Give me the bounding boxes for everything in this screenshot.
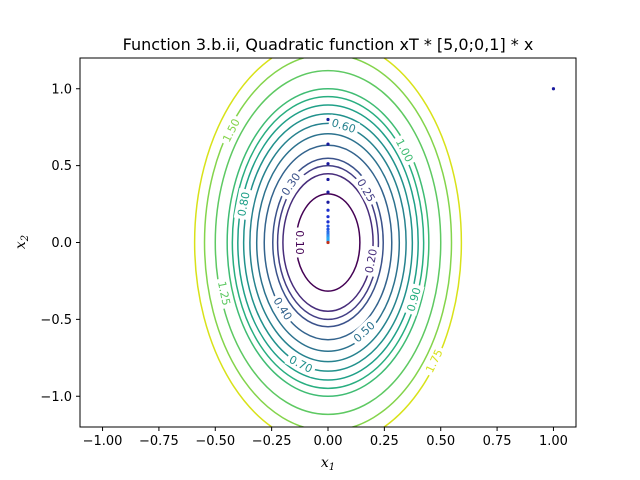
contour-label-group: 0.30 <box>276 167 305 201</box>
contour-level-1-25 <box>214 69 442 416</box>
contour-label: 0.90 <box>405 286 424 313</box>
contour-level-1 <box>226 88 430 397</box>
path-point <box>326 200 330 204</box>
descent-path <box>326 87 556 245</box>
contour-label-group: 0.10 <box>292 227 307 258</box>
path-point <box>326 220 330 224</box>
contour-label: 1.25 <box>215 280 233 307</box>
y-axis-label-main: x <box>13 241 29 249</box>
contour-level-0-6 <box>249 122 407 363</box>
path-point <box>326 177 330 182</box>
path-point <box>326 240 330 245</box>
contour-label-background <box>214 277 235 310</box>
contour-label: 0.20 <box>363 248 380 274</box>
contour-level-0-2 <box>282 172 374 313</box>
contour-level-0-9 <box>231 95 425 390</box>
x-tick-label: 0.00 <box>314 434 343 449</box>
contour-label-background <box>352 173 380 207</box>
contour-label: 0.80 <box>235 191 252 218</box>
x-axis-ticks: −1.00 −0.75 −0.50 −0.25 0.00 0.25 0.50 0.75 1.00 <box>83 427 568 449</box>
x-tick-label: −1.00 <box>83 434 123 449</box>
y-tick-label: −1.0 <box>40 390 72 405</box>
path-point <box>326 215 330 219</box>
contour-label-group: 0.90 <box>402 283 425 316</box>
contour-label-background <box>292 227 307 258</box>
contour-label-background <box>276 167 305 201</box>
x-axis-label-sub: 1 <box>329 462 335 473</box>
chart-title: Function 3.b.ii, Quadratic function xT *… <box>123 35 534 54</box>
path-point <box>326 142 330 146</box>
x-axis-label-main: x <box>321 455 329 471</box>
x-tick-label: 1.00 <box>539 434 568 449</box>
contour-label-background <box>402 283 425 316</box>
path-point <box>326 224 330 228</box>
contour-label-group: 0.20 <box>361 244 381 277</box>
contour-label-background <box>421 344 447 378</box>
contour-label-background <box>327 114 361 137</box>
path-point <box>326 208 330 212</box>
path-point <box>326 227 330 231</box>
y-tick-label: 1.0 <box>51 82 72 97</box>
contour-label-group: 0.50 <box>348 316 380 348</box>
contour-level-0-5 <box>255 133 401 352</box>
x-tick-label: 0.75 <box>483 434 512 449</box>
contour-label-background <box>233 187 254 221</box>
contour-level-0-25 <box>276 164 380 321</box>
path-point <box>551 87 556 91</box>
y-tick-label: 0.5 <box>51 159 72 174</box>
path-point <box>326 190 330 194</box>
svg-text:x2: x2 <box>13 235 31 249</box>
y-axis-ticks: −1.0 −0.5 0.0 0.5 1.0 <box>40 82 80 405</box>
contour-label-background <box>348 316 380 348</box>
contour-label-background <box>361 244 381 277</box>
contour-level-0-3 <box>272 157 384 328</box>
x-tick-label: 0.25 <box>370 434 399 449</box>
contour-label-background <box>218 113 245 147</box>
x-tick-label: −0.25 <box>252 434 292 449</box>
path-point <box>326 162 330 166</box>
contour-label: 0.10 <box>293 230 306 255</box>
contour-lines <box>193 58 463 427</box>
contour-level-1-75 <box>193 58 463 427</box>
contour-label-group: 1.75 <box>421 344 447 378</box>
contour-label: 1.50 <box>220 117 243 145</box>
contour-level-0-7 <box>242 113 414 372</box>
contour-level-1-5 <box>203 58 453 427</box>
x-tick-label: 0.50 <box>426 434 455 449</box>
x-axis-label: x1 <box>321 455 335 473</box>
contour-label-group: 0.80 <box>233 187 254 221</box>
path-point <box>326 117 330 122</box>
contour-label: 1.75 <box>423 347 445 375</box>
y-axis-label: x2 <box>13 235 31 249</box>
x-tick-label: −0.75 <box>139 434 179 449</box>
contour-label-background <box>391 133 418 167</box>
y-tick-label: 0.0 <box>51 236 72 251</box>
contour-label-background <box>268 292 297 326</box>
x-tick-label: −0.50 <box>195 434 235 449</box>
y-axis-label-sub: 2 <box>20 235 31 242</box>
contour-label-group: 1.25 <box>214 277 235 310</box>
contour-label-background <box>284 350 318 378</box>
y-tick-label: −0.5 <box>40 313 72 328</box>
contour-level-0-8 <box>237 104 419 381</box>
